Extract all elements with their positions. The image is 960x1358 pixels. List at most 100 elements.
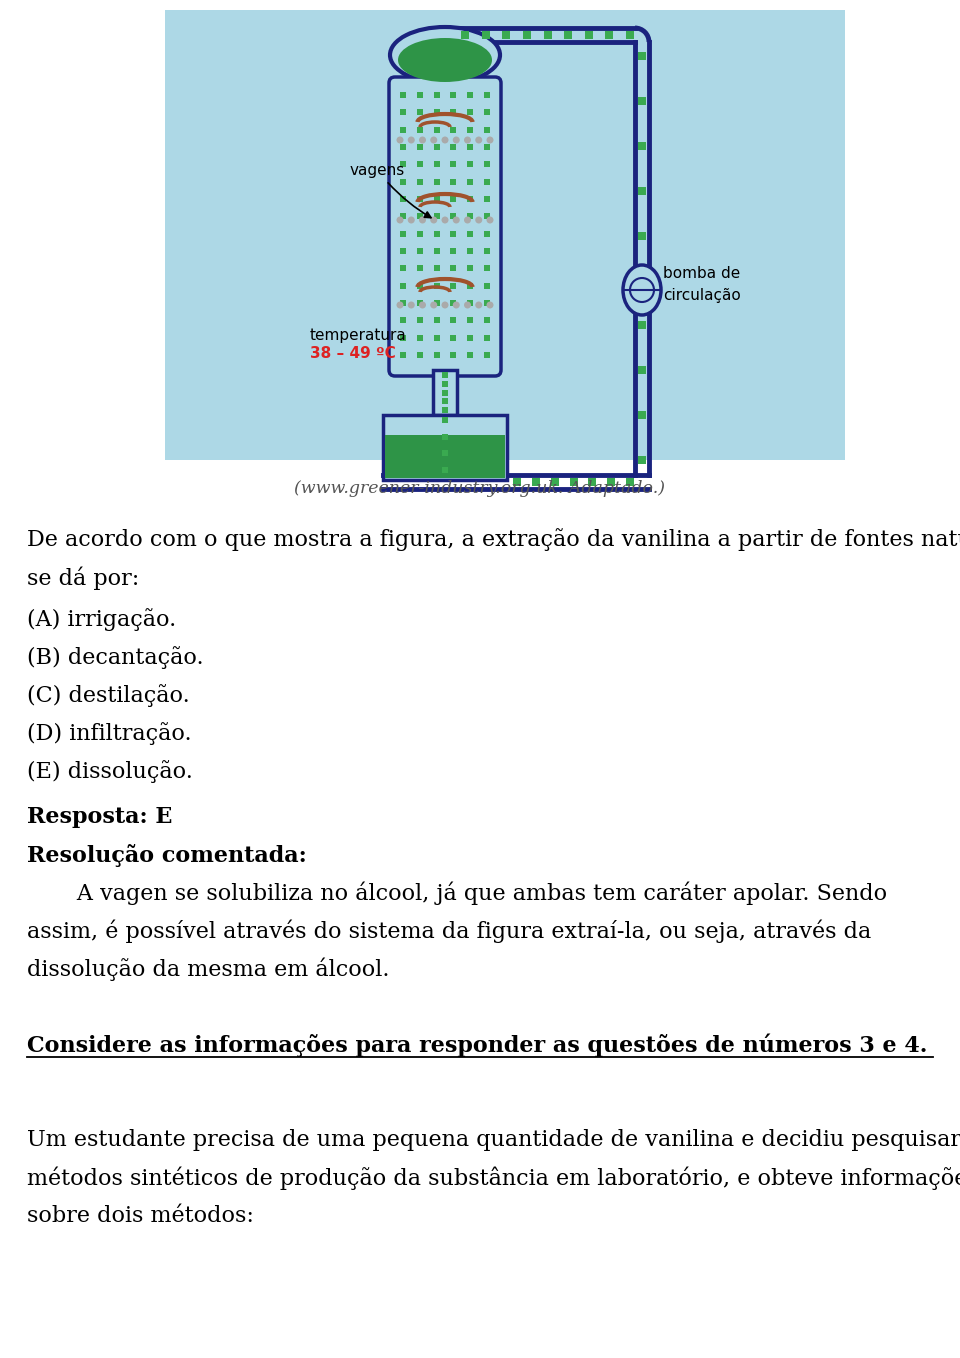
Bar (417, 318, 422, 323)
Bar (417, 213, 422, 220)
Bar (484, 265, 490, 272)
Bar (450, 282, 456, 289)
Bar (484, 300, 490, 306)
Bar (417, 92, 422, 98)
Bar (400, 110, 406, 115)
Circle shape (430, 301, 437, 308)
FancyBboxPatch shape (389, 77, 501, 376)
Bar (468, 352, 473, 359)
Bar (383, 416, 507, 479)
Bar (434, 282, 440, 289)
Text: A vagen se solubiliza no álcool, já que ambas tem caráter apolar. Sendo: A vagen se solubiliza no álcool, já que … (27, 881, 887, 906)
Bar (551, 478, 559, 486)
Bar (400, 265, 406, 272)
Bar (638, 277, 646, 284)
Bar (461, 31, 469, 39)
Circle shape (396, 216, 403, 224)
Text: Resolução comentada:: Resolução comentada: (27, 843, 307, 866)
Bar (400, 352, 406, 359)
Bar (400, 282, 406, 289)
Bar (417, 179, 422, 185)
Circle shape (487, 137, 493, 144)
Circle shape (464, 216, 471, 224)
Text: dissolução da mesma em álcool.: dissolução da mesma em álcool. (27, 957, 390, 982)
Bar (484, 213, 490, 220)
Bar (450, 92, 456, 98)
Bar (484, 110, 490, 115)
Bar (450, 196, 456, 202)
Bar (442, 433, 448, 440)
Bar (417, 144, 422, 149)
Bar (638, 456, 646, 464)
Bar (484, 231, 490, 236)
Bar (468, 213, 473, 220)
Text: (E) dissolução.: (E) dissolução. (27, 759, 193, 782)
Bar (450, 144, 456, 149)
Bar (588, 478, 596, 486)
Bar (513, 478, 521, 486)
Bar (400, 196, 406, 202)
Bar (400, 179, 406, 185)
Bar (468, 110, 473, 115)
Bar (450, 249, 456, 254)
Bar (417, 196, 422, 202)
Bar (638, 232, 646, 239)
Circle shape (475, 301, 482, 308)
Bar (468, 282, 473, 289)
Circle shape (442, 137, 448, 144)
Bar (638, 322, 646, 330)
Bar (484, 352, 490, 359)
Bar (442, 451, 448, 456)
Bar (543, 31, 551, 39)
Bar (468, 300, 473, 306)
Text: métodos sintéticos de produção da substância em laboratório, e obteve informaçõe: métodos sintéticos de produção da substâ… (27, 1167, 960, 1191)
Bar (431, 71, 459, 86)
Bar (638, 96, 646, 105)
Circle shape (396, 137, 403, 144)
Ellipse shape (390, 27, 500, 83)
Bar (468, 144, 473, 149)
Bar (569, 478, 578, 486)
Circle shape (464, 137, 471, 144)
Circle shape (430, 137, 437, 144)
Bar (585, 31, 592, 39)
Bar (434, 92, 440, 98)
Bar (484, 179, 490, 185)
Bar (450, 126, 456, 133)
Bar (434, 213, 440, 220)
Bar (450, 110, 456, 115)
Bar (434, 265, 440, 272)
Text: 38 – 49 ºC: 38 – 49 ºC (310, 346, 396, 361)
Circle shape (475, 216, 482, 224)
Bar (484, 144, 490, 149)
Bar (484, 282, 490, 289)
Bar (442, 390, 448, 395)
Bar (638, 367, 646, 375)
Text: Um estudante precisa de uma pequena quantidade de vanilina e decidiu pesquisar: Um estudante precisa de uma pequena quan… (27, 1128, 960, 1150)
Bar (484, 334, 490, 341)
Bar (434, 352, 440, 359)
Bar (468, 334, 473, 341)
Circle shape (453, 137, 460, 144)
Circle shape (475, 137, 482, 144)
Text: sobre dois métodos:: sobre dois métodos: (27, 1205, 253, 1226)
Bar (564, 31, 572, 39)
Circle shape (442, 301, 448, 308)
Bar (434, 334, 440, 341)
Bar (468, 126, 473, 133)
Bar (442, 380, 448, 387)
Bar (626, 478, 634, 486)
Bar (450, 162, 456, 167)
Circle shape (464, 301, 471, 308)
Bar (400, 334, 406, 341)
Bar (606, 31, 613, 39)
Circle shape (453, 301, 460, 308)
Bar (434, 179, 440, 185)
Text: Resposta: E: Resposta: E (27, 805, 173, 828)
Circle shape (396, 301, 403, 308)
Circle shape (408, 216, 415, 224)
Circle shape (630, 278, 654, 301)
Bar (532, 478, 540, 486)
Text: De acordo com o que mostra a figura, a extração da vanilina a partir de fontes n: De acordo com o que mostra a figura, a e… (27, 528, 960, 551)
Bar (638, 411, 646, 420)
